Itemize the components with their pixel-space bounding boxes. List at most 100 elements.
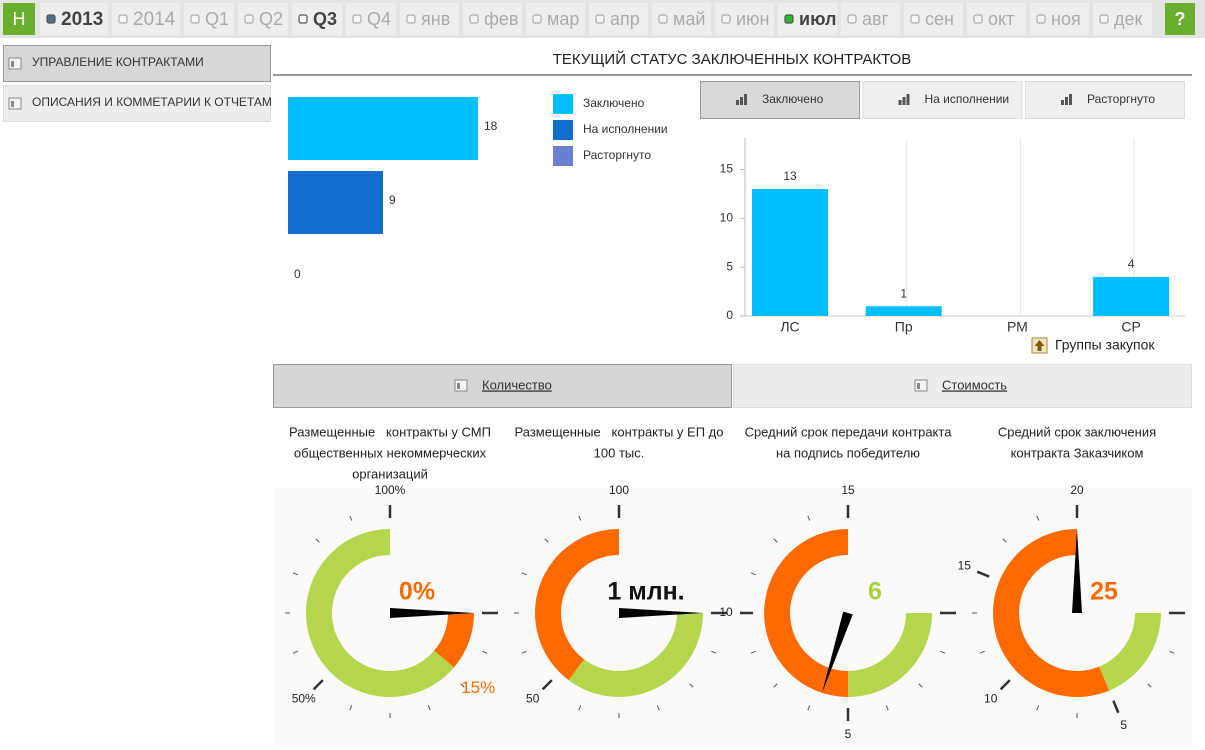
nav-item-label: янв bbox=[421, 9, 450, 29]
y-tick-label: 15 bbox=[720, 162, 734, 176]
nav-item[interactable]: 2013 bbox=[40, 3, 108, 35]
gauge-readout: 25 bbox=[1090, 578, 1118, 606]
nav-item-icon bbox=[658, 14, 668, 24]
help-button[interactable]: ? bbox=[1165, 3, 1195, 35]
icon bbox=[906, 94, 910, 105]
toggle[interactable]: Количество bbox=[273, 364, 732, 408]
nav-item[interactable]: 2014 bbox=[112, 3, 180, 35]
gauge-band-label: 15% bbox=[461, 678, 495, 697]
legend-swatch bbox=[553, 120, 573, 140]
icon bbox=[457, 383, 460, 389]
nav-item-icon bbox=[532, 14, 542, 24]
icon bbox=[1061, 100, 1064, 105]
nav-item[interactable]: авг bbox=[841, 3, 900, 35]
toggle[interactable]: Стоимость bbox=[733, 364, 1192, 408]
nav-item[interactable]: окт bbox=[967, 3, 1026, 35]
nav-item[interactable]: Q1 bbox=[184, 3, 234, 35]
gauge-tick-label: 10 bbox=[984, 691, 998, 705]
gauge-panel bbox=[273, 488, 1192, 745]
bar bbox=[752, 189, 828, 316]
gauge-minor-tick bbox=[292, 572, 298, 576]
gauge-tick bbox=[1112, 700, 1120, 714]
legend-label: Заключено bbox=[583, 96, 645, 110]
bar bbox=[288, 171, 383, 234]
bar-value-label: 13 bbox=[783, 169, 797, 183]
toggle-label: Количество bbox=[482, 377, 552, 392]
gauge-minor-tick bbox=[979, 650, 985, 654]
gauge-minor-tick bbox=[578, 515, 582, 521]
nav-item[interactable]: май bbox=[652, 3, 711, 35]
gauge-minor-tick bbox=[460, 683, 465, 688]
nav-item[interactable]: июн bbox=[715, 3, 774, 35]
nav-item[interactable]: фев bbox=[463, 3, 522, 35]
gauge-title: Средний срок заключения bbox=[998, 424, 1156, 439]
nav-item[interactable]: мар bbox=[526, 3, 585, 35]
gauge-minor-tick bbox=[1002, 538, 1007, 543]
icon bbox=[8, 97, 22, 110]
nav-item-icon bbox=[595, 14, 605, 24]
sidebar-bg bbox=[3, 85, 271, 122]
chart-tab[interactable]: На исполнении bbox=[862, 81, 1023, 119]
gauge-tick-label: 100 bbox=[609, 483, 629, 497]
nav-item[interactable]: июл bbox=[778, 3, 837, 35]
nav-item[interactable]: дек bbox=[1093, 3, 1152, 35]
sidebar-item[interactable]: УПРАВЛЕНИЕ КОНТРАКТАМИ bbox=[3, 45, 271, 82]
nav-item[interactable]: Q4 bbox=[346, 3, 396, 35]
nav-item[interactable]: Q3 bbox=[292, 3, 342, 35]
gauge-tick-label: 15 bbox=[841, 483, 855, 497]
gauge-minor-tick bbox=[750, 650, 756, 654]
toggle-label: Стоимость bbox=[942, 377, 1007, 392]
gauge-band bbox=[764, 529, 848, 697]
gauge-band bbox=[534, 529, 619, 681]
nav-item-label: Q1 bbox=[205, 9, 229, 29]
chart-tab[interactable]: Расторгнуто bbox=[1025, 81, 1185, 119]
nav-item-label: сен bbox=[925, 9, 954, 29]
gauge-needle bbox=[390, 608, 474, 618]
nav-item-icon bbox=[847, 14, 857, 24]
gauge-tick-label: 20 bbox=[1070, 483, 1084, 497]
legend-label: На исполнении bbox=[583, 122, 668, 136]
gauge-minor-tick bbox=[689, 683, 694, 688]
nav-item-label: дек bbox=[1114, 9, 1143, 29]
home-bg bbox=[3, 3, 35, 35]
gauge-minor-tick bbox=[807, 515, 811, 521]
sidebar-item[interactable]: ОПИСАНИЯ И КОММЕТАРИИ К ОТЧЕТАМ bbox=[3, 85, 272, 122]
icon bbox=[736, 100, 739, 105]
icon bbox=[1065, 97, 1068, 105]
nav-item[interactable]: ноя bbox=[1030, 3, 1089, 35]
y-tick-label: 10 bbox=[720, 211, 734, 225]
y-tick-label: 0 bbox=[726, 308, 733, 322]
gauge-band bbox=[992, 529, 1110, 698]
gauge-minor-tick bbox=[349, 705, 353, 711]
bar bbox=[288, 97, 478, 160]
home-button[interactable]: Н bbox=[3, 3, 35, 35]
nav-item-icon bbox=[118, 14, 128, 24]
chart-tab-label: Расторгнуто bbox=[1087, 92, 1155, 106]
icon bbox=[8, 57, 22, 70]
x-tick-label: ЛС bbox=[780, 319, 799, 335]
gauge-minor-tick bbox=[521, 650, 527, 654]
chart-tab-bg bbox=[700, 81, 860, 119]
nav-item[interactable]: апр bbox=[589, 3, 648, 35]
legend-label: Расторгнуто bbox=[583, 148, 651, 162]
nav-item[interactable]: янв bbox=[400, 3, 459, 35]
nav-item-icon bbox=[244, 14, 254, 24]
chart-tab[interactable]: Заключено bbox=[700, 81, 860, 119]
x-tick-label: Пр bbox=[895, 319, 913, 335]
bar-value-label: 9 bbox=[389, 193, 396, 207]
nav-item[interactable]: Q2 bbox=[238, 3, 288, 35]
toggle-bg bbox=[733, 364, 1192, 408]
chart-tab-label: Заключено bbox=[762, 92, 824, 106]
nav-item-label: фев bbox=[484, 9, 518, 29]
nav-item[interactable]: сен bbox=[904, 3, 963, 35]
icon bbox=[917, 383, 920, 389]
gauge-minor-tick bbox=[349, 515, 353, 521]
gauge-readout: 0% bbox=[399, 578, 435, 606]
gauge-tick-label: 100% bbox=[375, 483, 406, 497]
sidebar-bg bbox=[3, 45, 271, 82]
gauge-band bbox=[434, 613, 474, 668]
gauge-minor-tick bbox=[807, 705, 811, 711]
x-axis-label-group[interactable]: Группы закупок bbox=[1031, 337, 1155, 354]
gauge-needle bbox=[619, 608, 703, 618]
gauge: Средний срок заключения контракта Заказчи… bbox=[958, 424, 1185, 732]
